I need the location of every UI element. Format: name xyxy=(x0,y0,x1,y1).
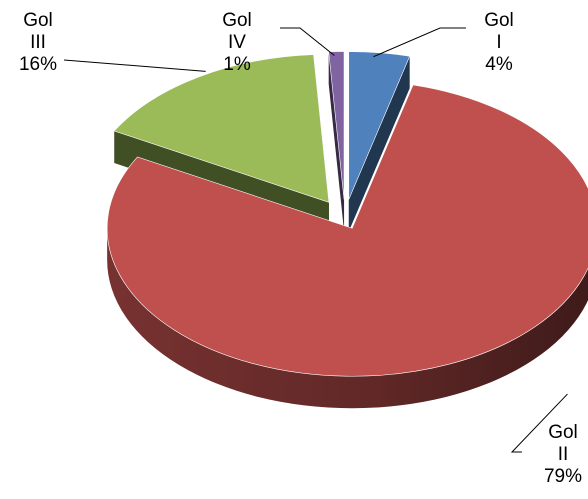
pie-slice-4 xyxy=(329,51,344,199)
slice-label-4: Gol IV 1% xyxy=(209,10,265,76)
slice-label-2: Gol II 79% xyxy=(540,422,586,488)
slice-label-2-line1: Gol xyxy=(540,422,586,444)
leader-line-1 xyxy=(373,28,466,57)
slice-label-3-line1: Gol xyxy=(8,10,68,32)
leader-line-4 xyxy=(280,28,334,55)
slice-label-2-line2: II xyxy=(540,444,586,466)
slice-label-1-percent: 4% xyxy=(471,54,527,76)
slice-label-4-percent: 1% xyxy=(209,54,265,76)
slice-label-3-percent: 16% xyxy=(8,54,68,76)
slice-label-4-line1: Gol xyxy=(209,10,265,32)
slice-label-3-line2: III xyxy=(8,32,68,54)
slice-label-4-line2: IV xyxy=(209,32,265,54)
pie-top-faces xyxy=(107,51,588,376)
slice-label-3: Gol III 16% xyxy=(8,10,68,76)
slice-label-1-line2: I xyxy=(471,32,527,54)
slice-label-2-percent: 79% xyxy=(540,466,586,488)
leader-line-3 xyxy=(64,60,206,71)
slice-label-1-line1: Gol xyxy=(471,10,527,32)
slice-label-1: Gol I 4% xyxy=(471,10,527,76)
